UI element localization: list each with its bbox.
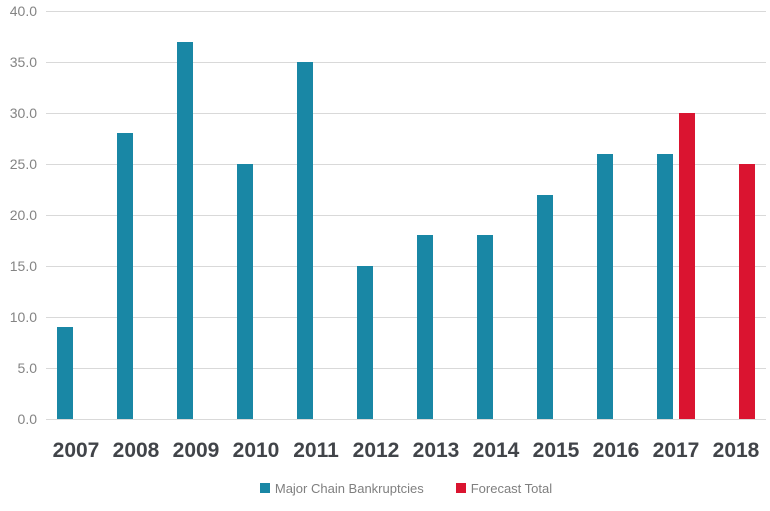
bar-major-chain-bankruptcies-2007 <box>57 327 73 419</box>
y-axis-tick-label: 25.0 <box>9 156 37 172</box>
legend-swatch-major-chain-bankruptcies <box>259 483 270 493</box>
gridline <box>46 368 766 369</box>
x-axis-label-2007: 2007 <box>52 439 100 462</box>
chart-legend: Major Chain Bankruptcies Forecast Total <box>46 479 766 497</box>
legend-item-major-chain-bankruptcies: Major Chain Bankruptcies <box>259 480 424 496</box>
x-axis-label-2014: 2014 <box>472 439 520 462</box>
bar-major-chain-bankruptcies-2010 <box>237 164 253 419</box>
bar-major-chain-bankruptcies-2016 <box>597 154 613 419</box>
gridline <box>46 164 766 165</box>
y-axis-tick-label: 15.0 <box>9 258 37 274</box>
x-axis-label-2015: 2015 <box>532 439 580 462</box>
y-axis-tick-label: 30.0 <box>9 105 37 121</box>
bar-major-chain-bankruptcies-2009 <box>177 42 193 419</box>
legend-item-forecast-total: Forecast Total <box>455 480 553 496</box>
bar-major-chain-bankruptcies-2013 <box>417 235 433 419</box>
bar-major-chain-bankruptcies-2015 <box>537 195 553 419</box>
y-axis-tick-label: 10.0 <box>9 309 37 325</box>
legend-swatch-forecast-total <box>455 483 466 493</box>
x-axis-label-2010: 2010 <box>232 439 280 462</box>
gridline <box>46 113 766 114</box>
bar-major-chain-bankruptcies-2017 <box>657 154 673 419</box>
y-axis-tick-label: 35.0 <box>9 54 37 70</box>
gridline <box>46 11 766 12</box>
y-axis-tick-label: 20.0 <box>9 207 37 223</box>
x-axis-label-2016: 2016 <box>592 439 640 462</box>
bar-major-chain-bankruptcies-2012 <box>357 266 373 419</box>
bar-major-chain-bankruptcies-2011 <box>297 62 313 419</box>
y-axis-tick-label: 0.0 <box>17 411 37 427</box>
gridline <box>46 419 766 420</box>
x-axis-label-2008: 2008 <box>112 439 160 462</box>
gridline <box>46 266 766 267</box>
x-axis-label-2018: 2018 <box>712 439 760 462</box>
y-axis-tick-label: 40.0 <box>9 3 37 19</box>
x-axis-label-2013: 2013 <box>412 439 460 462</box>
x-axis-label-2012: 2012 <box>352 439 400 462</box>
legend-label: Major Chain Bankruptcies <box>274 480 424 496</box>
bar-forecast-total-2018 <box>739 164 755 419</box>
bar-forecast-total-2017 <box>679 113 695 419</box>
bar-major-chain-bankruptcies-2008 <box>117 133 133 419</box>
y-axis-tick-label: 5.0 <box>17 360 37 376</box>
gridline <box>46 215 766 216</box>
x-axis-label-2011: 2011 <box>293 439 339 462</box>
bar-major-chain-bankruptcies-2014 <box>477 235 493 419</box>
x-axis-label-2009: 2009 <box>172 439 220 462</box>
gridline <box>46 317 766 318</box>
x-axis-label-2017: 2017 <box>652 439 700 462</box>
gridline <box>46 62 766 63</box>
legend-label: Forecast Total <box>470 480 553 496</box>
